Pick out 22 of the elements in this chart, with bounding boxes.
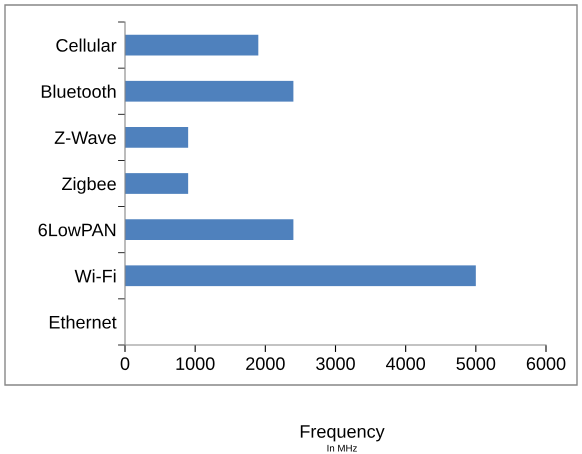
y-tick-label: Ethernet bbox=[50, 315, 117, 329]
x-tick-label: 5000 bbox=[456, 357, 496, 370]
x-tick-label: 1000 bbox=[176, 357, 215, 370]
y-tick-label: Bluetooth bbox=[42, 84, 116, 98]
bar bbox=[125, 219, 294, 240]
bar bbox=[125, 173, 188, 194]
x-tick-label: 4000 bbox=[386, 357, 426, 370]
bar bbox=[125, 80, 294, 102]
text: In MHz bbox=[328, 444, 357, 452]
y-tick-label: 6LowPAN bbox=[38, 224, 116, 236]
x-tick-label: 2000 bbox=[246, 357, 285, 370]
x-tick-label: 0 bbox=[120, 357, 130, 370]
x-axis-title: Frequency bbox=[300, 425, 385, 442]
y-tick-label: Zigbee bbox=[62, 176, 116, 194]
y-tick-label: Cellular bbox=[56, 38, 116, 52]
x-tick-label: 6000 bbox=[526, 357, 566, 370]
x-tick-label: 3000 bbox=[316, 357, 355, 370]
y-tick-label: Wi-Fi bbox=[74, 269, 116, 282]
bar bbox=[125, 126, 188, 148]
bar bbox=[125, 34, 258, 56]
y-tick-label: Z-Wave bbox=[54, 131, 116, 144]
bar bbox=[125, 265, 476, 286]
